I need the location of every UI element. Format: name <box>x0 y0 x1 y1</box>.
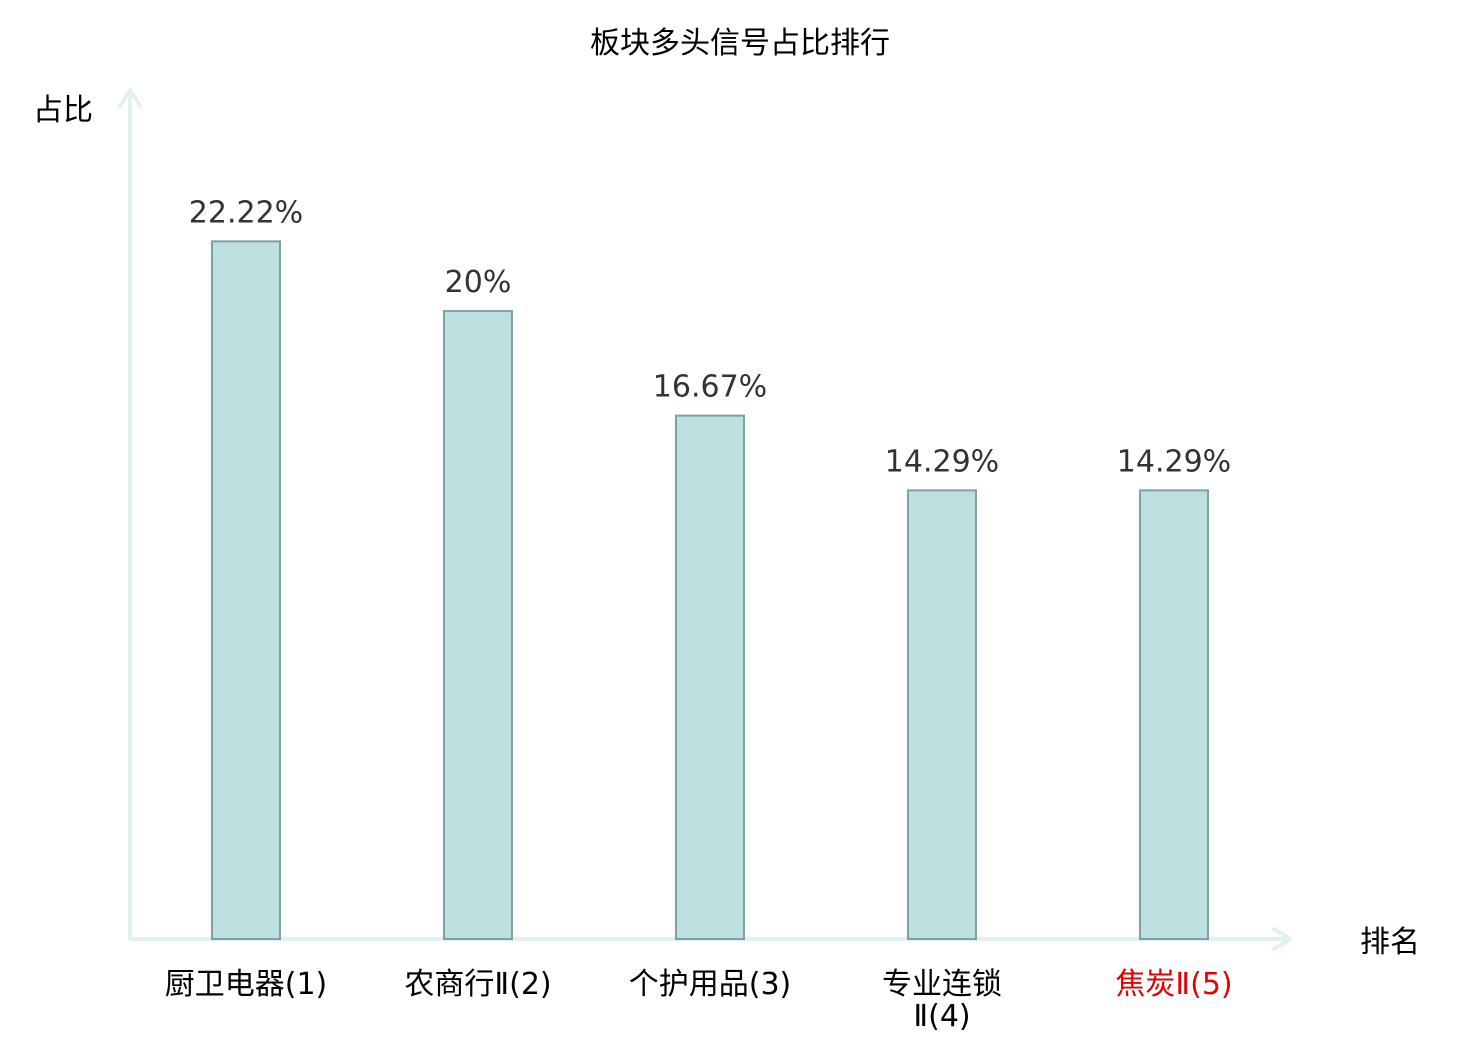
value-label: 14.29% <box>885 444 999 479</box>
bar <box>907 489 977 940</box>
category-label: 个护用品(3) <box>629 967 792 1002</box>
bar <box>211 240 281 940</box>
bars-group <box>211 240 1209 941</box>
value-label: 22.22% <box>189 195 303 230</box>
chart-title: 板块多头信号占比排行 <box>590 26 890 61</box>
value-labels-group: 22.22% 20% 16.67% 14.29% 14.29% <box>189 195 1231 479</box>
y-axis-title: 占比 <box>33 93 93 128</box>
category-label: 农商行Ⅱ(2) <box>404 967 551 1002</box>
value-label: 20% <box>445 265 512 300</box>
category-label: 专业连锁 Ⅱ(4) <box>882 967 1002 1034</box>
x-axis-title: 排名 <box>1360 925 1420 960</box>
bar <box>1139 489 1209 940</box>
bar <box>675 414 745 940</box>
category-label: 焦炭Ⅱ(5) <box>1115 967 1232 1002</box>
category-label: 厨卫电器(1) <box>165 967 328 1002</box>
category-labels-group: 厨卫电器(1) 农商行Ⅱ(2) 个护用品(3) 专业连锁 Ⅱ(4) 焦炭Ⅱ(5) <box>165 967 1233 1034</box>
x-axis-arrow <box>1272 927 1292 951</box>
y-axis-arrow <box>118 88 142 108</box>
value-label: 14.29% <box>1117 444 1231 479</box>
value-label: 16.67% <box>653 370 767 405</box>
bar <box>443 310 513 941</box>
